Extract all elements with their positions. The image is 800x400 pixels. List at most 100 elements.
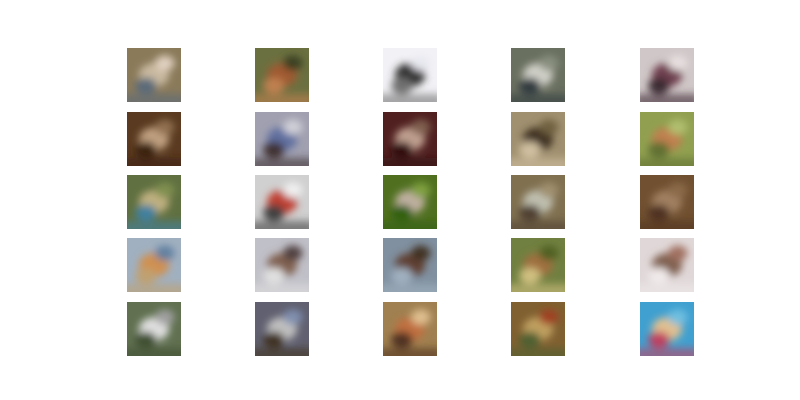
tile-content (255, 55, 309, 102)
sample-image (640, 238, 694, 292)
sample-image (127, 48, 181, 102)
ground (511, 283, 565, 292)
ground (383, 220, 437, 229)
tile-content (127, 55, 181, 102)
blob (519, 204, 541, 221)
tile-content (511, 245, 565, 292)
blob (155, 182, 175, 198)
sample-image (127, 175, 181, 229)
sample-image (511, 48, 565, 102)
blob (135, 77, 157, 94)
ground (383, 157, 437, 166)
blob (668, 245, 688, 261)
sample-image (383, 238, 437, 292)
blob (411, 182, 431, 198)
blob (135, 331, 157, 348)
tile-content (640, 245, 694, 292)
sample-image (127, 302, 181, 356)
blob (668, 182, 688, 198)
sample-image (255, 238, 309, 292)
ground (511, 157, 565, 166)
ground (255, 283, 309, 292)
blob (391, 204, 413, 221)
blob (391, 267, 413, 284)
tile-content (640, 119, 694, 166)
ground (383, 93, 437, 102)
ground (640, 93, 694, 102)
sample-image (383, 48, 437, 102)
tile-content (640, 182, 694, 229)
blob (539, 309, 559, 325)
blob (539, 55, 559, 71)
blob (519, 141, 541, 158)
ground (640, 283, 694, 292)
tile-content (127, 309, 181, 356)
blob (283, 182, 303, 198)
blob (263, 331, 285, 348)
blob (668, 55, 688, 71)
blob (411, 245, 431, 261)
tile-content (255, 119, 309, 166)
blob (391, 77, 413, 94)
tiles (127, 48, 694, 356)
blob (648, 141, 670, 158)
ground (511, 347, 565, 356)
ground (127, 283, 181, 292)
blob (135, 141, 157, 158)
tile-content (511, 182, 565, 229)
blob (668, 309, 688, 325)
tile-content (511, 55, 565, 102)
blob (283, 309, 303, 325)
ground (255, 220, 309, 229)
blob (263, 141, 285, 158)
tile-content (255, 309, 309, 356)
tile-content (255, 182, 309, 229)
blob (391, 141, 413, 158)
ground (640, 157, 694, 166)
blob (411, 309, 431, 325)
ground (383, 347, 437, 356)
sample-image (640, 112, 694, 166)
blob (155, 119, 175, 135)
sample-image (383, 302, 437, 356)
tile-content (383, 309, 437, 356)
blob (519, 331, 541, 348)
blob (155, 245, 175, 261)
sample-image (127, 238, 181, 292)
tile-content (511, 119, 565, 166)
blob (283, 245, 303, 261)
sample-image (511, 175, 565, 229)
sample-image (640, 175, 694, 229)
blob (519, 77, 541, 94)
blob (263, 204, 285, 221)
blob (135, 267, 157, 284)
sample-image (127, 112, 181, 166)
sample-image (640, 302, 694, 356)
sample-image (255, 175, 309, 229)
blob (648, 331, 670, 348)
tile-content (255, 245, 309, 292)
tile-content (640, 55, 694, 102)
blob (519, 267, 541, 284)
blob (539, 119, 559, 135)
blob (283, 119, 303, 135)
blob (648, 204, 670, 221)
ground (383, 283, 437, 292)
tile-content (383, 245, 437, 292)
ground (255, 157, 309, 166)
tile-content (127, 182, 181, 229)
sample-image (511, 112, 565, 166)
ground (255, 347, 309, 356)
sample-image (255, 302, 309, 356)
blob (648, 77, 670, 94)
ground (127, 220, 181, 229)
blob (283, 55, 303, 71)
sample-image (511, 302, 565, 356)
blob (391, 331, 413, 348)
blob (648, 267, 670, 284)
sample-image (383, 175, 437, 229)
tile-content (127, 119, 181, 166)
ground (640, 347, 694, 356)
blob (135, 204, 157, 221)
